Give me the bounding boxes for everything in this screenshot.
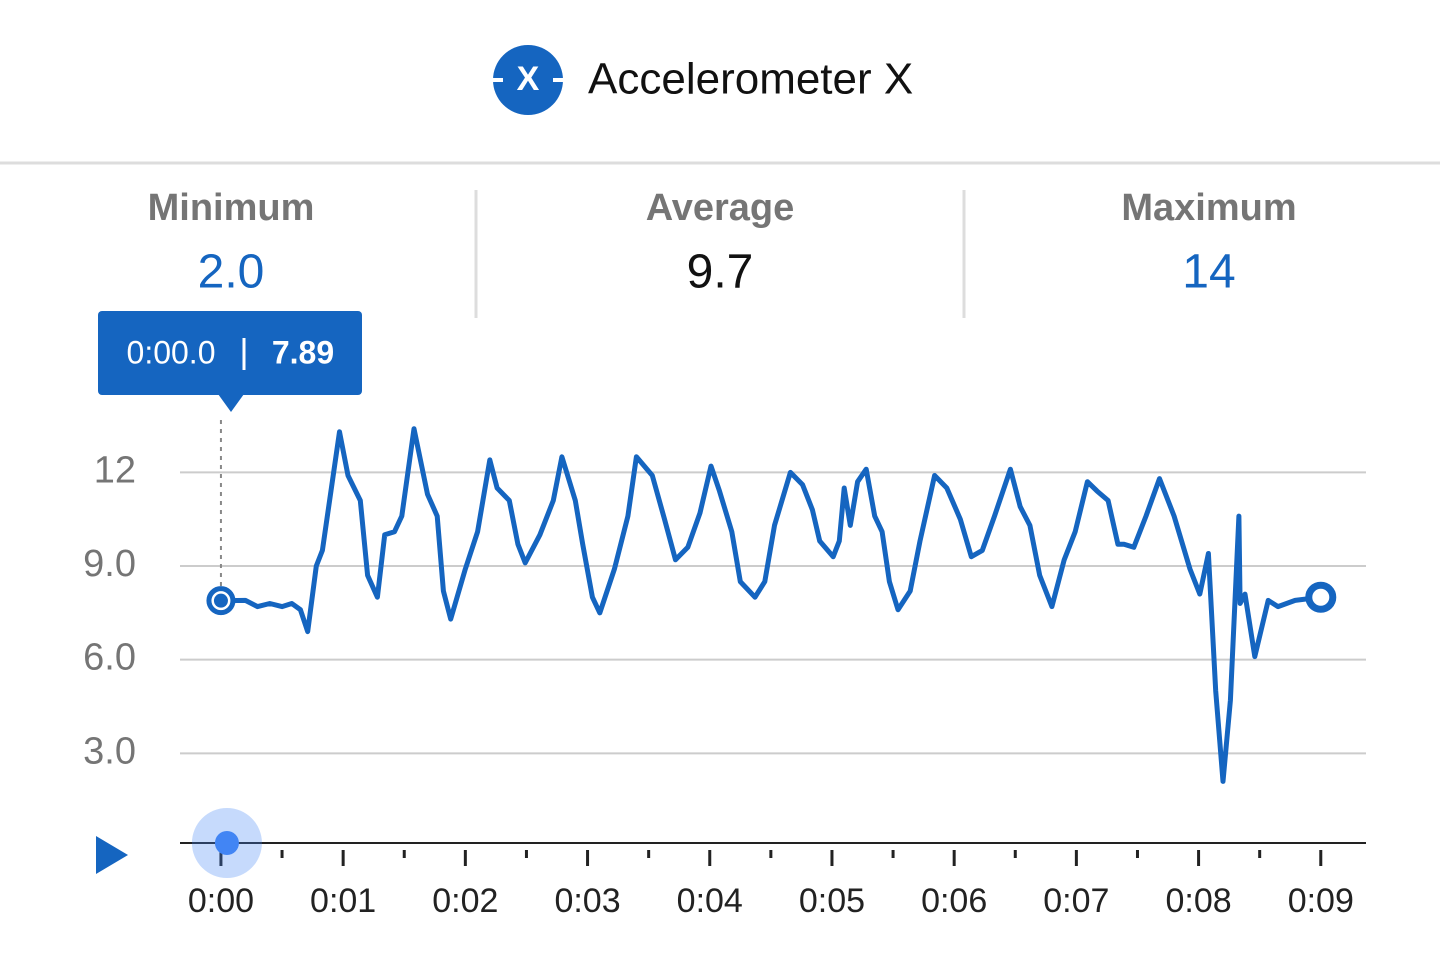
x-tick-label: 0:07: [1043, 882, 1109, 920]
x-tick-label: 0:05: [799, 882, 865, 920]
end-point: [1305, 581, 1337, 613]
play-button[interactable]: [96, 836, 128, 874]
page-title: Accelerometer X: [588, 55, 913, 104]
x-tick-label: 0:09: [1288, 882, 1354, 920]
stat-value: 9.7: [687, 246, 754, 299]
stat-label: Minimum: [148, 187, 315, 229]
x-tick-label: 0:03: [554, 882, 620, 920]
y-tick-label: 12: [94, 449, 136, 491]
x-tick-label: 0:04: [677, 882, 743, 920]
sensor-icon: [493, 45, 563, 115]
stat-label: Maximum: [1121, 187, 1296, 229]
y-tick-label: 6.0: [83, 637, 136, 679]
y-tick-label: 9.0: [83, 543, 136, 585]
stat-label: Average: [646, 187, 795, 229]
tooltip: 0:00.0 7.89: [98, 311, 362, 412]
data-line: [220, 426, 1322, 784]
x-tick-label: 0:01: [310, 882, 376, 920]
stat-value: 14: [1182, 246, 1235, 299]
x-tick-label: 0:06: [921, 882, 987, 920]
stat-value: 2.0: [198, 246, 265, 299]
start-point-dot: [213, 593, 228, 608]
scrubber-knob[interactable]: [214, 831, 239, 855]
tooltip-box: [98, 311, 362, 395]
x-tick-label: 0:08: [1165, 882, 1231, 920]
tooltip-time: 0:00.0: [127, 334, 216, 370]
tooltip-value: 7.89: [272, 334, 334, 370]
y-tick-label: 3.0: [83, 730, 136, 772]
x-tick-label: 0:02: [432, 882, 498, 920]
x-tick-label: 0:00: [188, 882, 254, 920]
tooltip-pointer: [218, 394, 244, 412]
icon-label: X: [517, 60, 540, 98]
